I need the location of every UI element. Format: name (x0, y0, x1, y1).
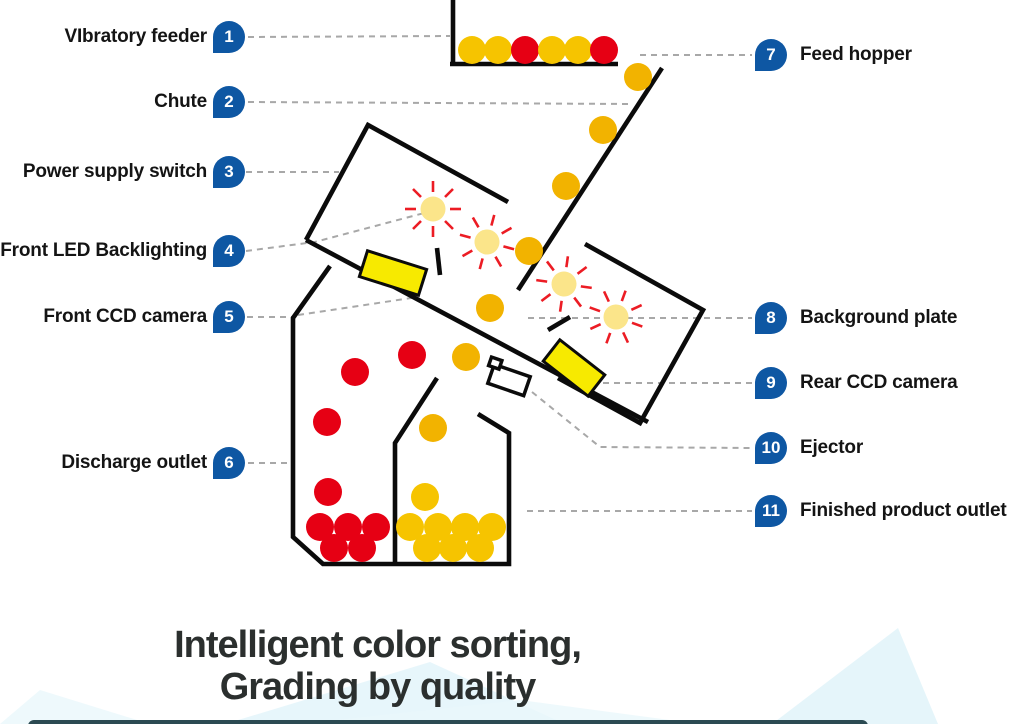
lit-grain-icon (459, 214, 515, 270)
rejected-red-grains (306, 341, 426, 562)
callout-number-badge: 1 (213, 21, 245, 53)
callout-number-badge: 7 (755, 39, 787, 71)
leader-1 (247, 35, 451, 38)
callout-label: Background plate (800, 307, 958, 328)
leader-4 (245, 211, 429, 252)
callout-number-badge: 4 (213, 235, 245, 267)
title-line-2: Grading by quality (219, 666, 537, 708)
page-title: Intelligent color sorting, Grading by qu… (55, 624, 700, 708)
feeder-grains (458, 36, 618, 64)
discharge-bins (290, 264, 512, 567)
callout-number-badge: 2 (213, 86, 245, 118)
callout-number-badge: 10 (755, 432, 787, 464)
callout-front-ccd-camera: Front CCD camera 5 (0, 300, 245, 334)
leader-5 (247, 296, 419, 318)
accepted-gold-grains (396, 483, 506, 562)
callout-label: Finished product outlet (800, 500, 1007, 521)
callout-number-badge: 6 (213, 447, 245, 479)
callout-label: Front LED Backlighting (0, 240, 207, 261)
callout-feed-hopper: 7 Feed hopper (755, 38, 912, 72)
callout-front-led-backlighting: Front LED Backlighting 4 (0, 234, 245, 268)
callout-label: Ejector (800, 437, 864, 458)
callout-label: Discharge outlet (61, 452, 207, 473)
rear-gate-tick (546, 315, 572, 332)
callout-number-badge: 8 (755, 302, 787, 334)
callout-power-supply-switch: Power supply switch 3 (0, 155, 245, 189)
callout-background-plate: 8 Background plate (755, 301, 957, 335)
callout-number-badge: 3 (213, 156, 245, 188)
footer-bar (28, 720, 868, 724)
callout-label: Chute (154, 91, 207, 112)
front-gate-tick (434, 247, 443, 276)
title-line-1: Intelligent color sorting, (174, 624, 582, 666)
callout-label: Rear CCD camera (800, 372, 958, 393)
lit-grain-icon (405, 181, 461, 237)
front-ccd-camera-shape (357, 248, 429, 298)
callout-number-badge: 11 (755, 495, 787, 527)
leader-10 (531, 391, 753, 449)
rear-ccd-camera-shape (541, 337, 607, 399)
lit-grain-icon (589, 290, 643, 344)
lit-grain-icon (536, 256, 592, 312)
chute-board (304, 237, 650, 425)
callout-rear-ccd-camera: 9 Rear CCD camera (755, 366, 958, 400)
leader-2 (247, 101, 632, 105)
callout-label: VIbratory feeder (64, 26, 207, 47)
callout-number-badge: 5 (213, 301, 245, 333)
callout-finished-product-outlet: 11 Finished product outlet (755, 494, 1007, 528)
watermark-swoosh (0, 628, 938, 724)
callout-chute: Chute 2 (0, 85, 245, 119)
bin-divider (392, 376, 439, 564)
leader-lines (245, 35, 753, 512)
background-plate-box (556, 241, 707, 427)
ejector-shape (485, 354, 533, 398)
callout-label: Feed hopper (800, 44, 912, 65)
falling-gold-grains (419, 63, 652, 442)
callout-number-badge: 9 (755, 367, 787, 399)
callout-discharge-outlet: Discharge outlet 6 (0, 446, 245, 480)
callout-label: Front CCD camera (43, 306, 207, 327)
callout-ejector: 10 Ejector (755, 431, 863, 465)
callout-label: Power supply switch (22, 161, 207, 182)
upper-housing (303, 121, 510, 242)
illuminated-grains (405, 181, 643, 344)
callout-vibratory-feeder: VIbratory feeder 1 (0, 20, 245, 54)
